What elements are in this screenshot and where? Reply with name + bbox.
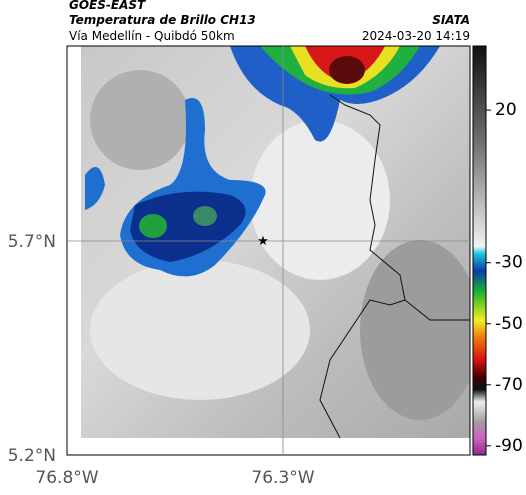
agency: SIATA	[432, 13, 470, 27]
colorbar-tick-label: -90	[495, 436, 523, 456]
colorbar-tick-label: -70	[495, 375, 523, 395]
location-marker: ★	[257, 234, 269, 249]
latitude-label: 5.7°N	[8, 232, 56, 252]
colorbar-tick-label: 20	[495, 100, 517, 120]
latitude-label: 5.2°N	[8, 446, 56, 466]
map-frame	[66, 45, 471, 456]
colorbar-tick-label: -30	[495, 253, 523, 273]
timestamp: 2024-03-20 14:19	[362, 29, 470, 43]
satellite-image	[81, 46, 470, 438]
route-label: Vía Medellín - Quibdó 50km	[69, 29, 235, 43]
satellite-name: GOES-EAST	[69, 0, 146, 12]
colorbar-tick-label: -50	[495, 314, 523, 334]
longitude-label: 76.8°W	[35, 468, 98, 488]
colorbar-ticks: 20 -30 -50 -70 -90	[486, 100, 523, 456]
longitude-label: 76.3°W	[251, 468, 314, 488]
colorbar	[472, 45, 487, 456]
product-title: Temperatura de Brillo CH13	[69, 13, 256, 27]
